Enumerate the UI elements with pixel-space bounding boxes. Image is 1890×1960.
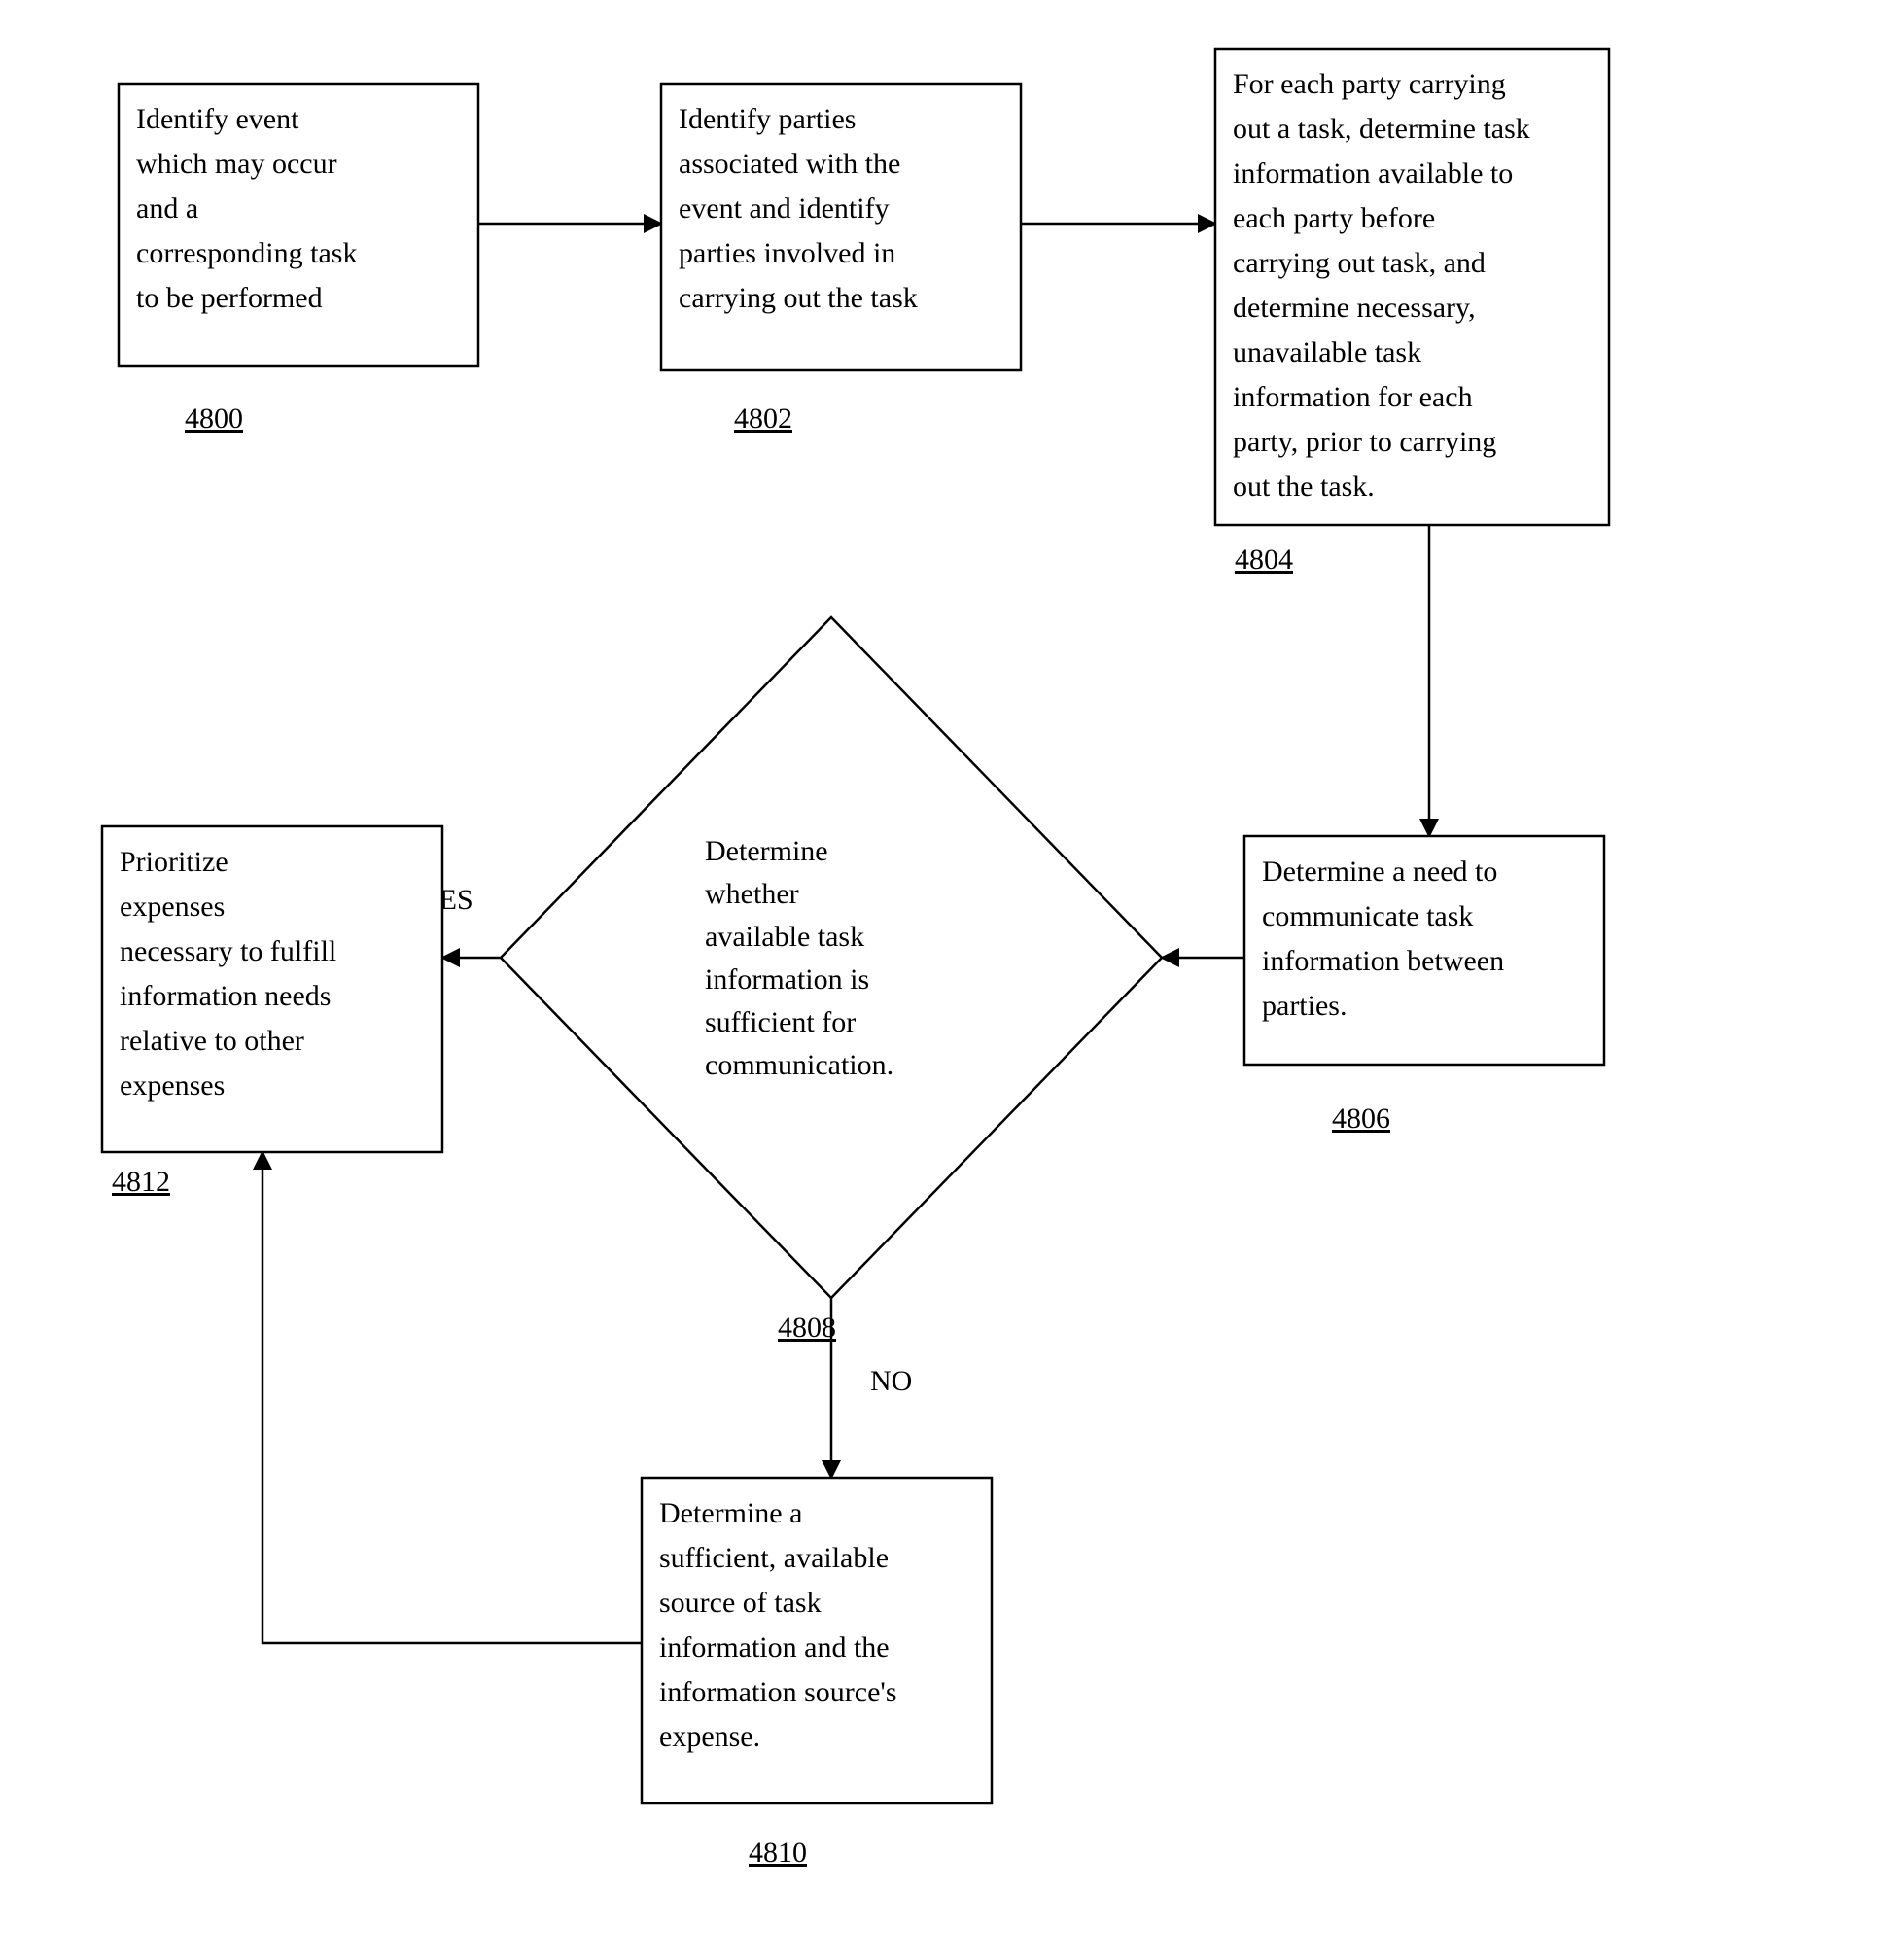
flow-node-4810: Determine asufficient, availablesource o… [642,1478,992,1869]
flow-node-4800: Identify eventwhich may occurand acorres… [119,84,478,435]
flow-node-4802: Identify partiesassociated with theevent… [661,84,1021,435]
node-ref-4804: 4804 [1235,543,1293,576]
flow-node-4812: Prioritizeexpensesnecessary to fulfillin… [102,826,442,1198]
edge-n4810-n4812 [262,1152,642,1643]
node-ref-4802: 4802 [734,402,792,435]
node-ref-4800: 4800 [185,402,243,435]
node-ref-4812: 4812 [112,1166,170,1198]
flow-node-4806: Determine a need tocommunicate taskinfor… [1244,836,1604,1135]
node-ref-4806: 4806 [1332,1102,1390,1135]
node-ref-4810: 4810 [749,1837,807,1869]
edge-label-no: NO [870,1365,912,1397]
flowchart-canvas: YESNO Identify eventwhich may occurand a… [0,0,1890,1960]
node-ref-4808: 4808 [778,1312,836,1344]
flow-node-4804: For each party carryingout a task, deter… [1215,49,1609,576]
flow-node-4808: Determinewhetheravailable taskinformatio… [501,617,1162,1344]
